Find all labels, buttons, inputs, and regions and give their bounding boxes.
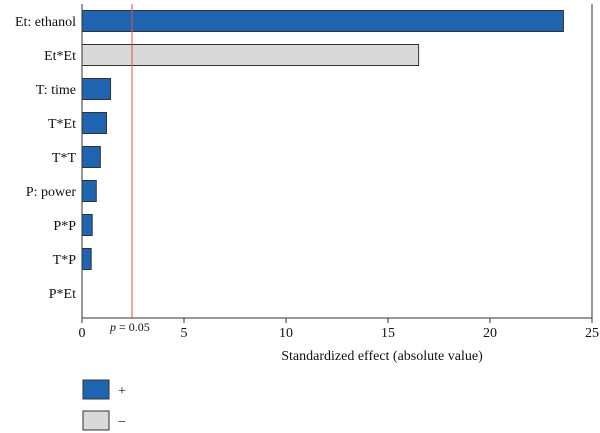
category-label: P*P (53, 219, 76, 234)
x-tick-label: 25 (585, 326, 599, 341)
significance-label-value: = 0.05 (116, 320, 150, 334)
legend-label: − (118, 415, 126, 430)
legend: +− (82, 379, 126, 431)
significance-label: p = 0.05 (109, 320, 150, 334)
bar (81, 44, 420, 66)
category-label: T: time (36, 83, 76, 98)
category-label: Et: ethanol (15, 15, 76, 30)
bar (81, 248, 92, 270)
category-labels: Et: ethanol Et*Et T: time T*Et T*T P: power P*… (15, 15, 76, 302)
category-label: T*T (52, 151, 77, 166)
bar (81, 180, 97, 202)
x-axis-ticks: 0 5 10 15 20 25 (79, 318, 599, 341)
category-label: P*Et (49, 287, 76, 302)
bar (81, 214, 93, 236)
category-label: T*P (53, 253, 77, 268)
category-label: P: power (26, 185, 77, 200)
significance-label-p: p (109, 320, 116, 334)
x-tick-label: 20 (483, 326, 497, 341)
legend-swatch (82, 379, 110, 400)
category-label: Et*Et (44, 49, 76, 64)
x-tick-label: 0 (79, 326, 86, 341)
category-label: T*Et (48, 117, 76, 132)
bar (81, 146, 101, 168)
x-tick-label: 10 (279, 326, 293, 341)
x-axis-title: Standardized effect (absolute value) (281, 349, 483, 364)
legend-swatch (82, 410, 110, 431)
bar (81, 10, 564, 32)
x-tick-label: 5 (181, 326, 188, 341)
bars-group (81, 10, 564, 270)
bar (81, 112, 107, 134)
legend-label: + (118, 384, 126, 399)
x-tick-label: 15 (381, 326, 395, 341)
bar (81, 78, 112, 100)
